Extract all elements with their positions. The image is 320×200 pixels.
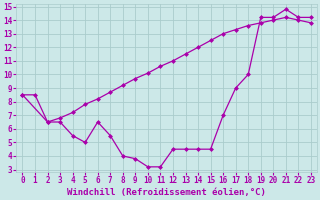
X-axis label: Windchill (Refroidissement éolien,°C): Windchill (Refroidissement éolien,°C): [67, 188, 266, 197]
